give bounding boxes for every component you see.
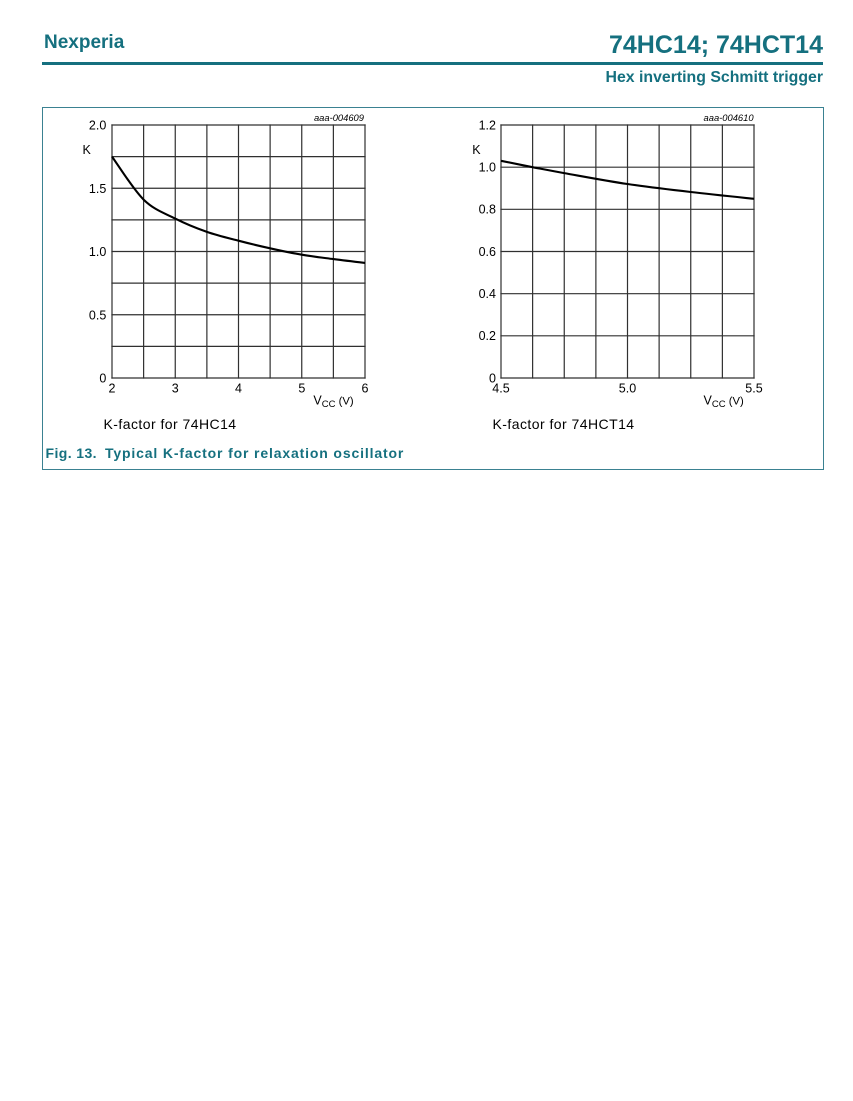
svg-text:1.0: 1.0	[479, 161, 496, 175]
svg-text:0.2: 0.2	[479, 329, 496, 343]
svg-text:0.5: 0.5	[89, 308, 106, 322]
svg-text:VCC (V): VCC (V)	[313, 394, 354, 411]
svg-text:3: 3	[172, 382, 179, 396]
svg-text:K: K	[83, 143, 92, 157]
svg-text:VCC (V): VCC (V)	[704, 394, 745, 411]
svg-text:2: 2	[109, 382, 116, 396]
svg-text:0: 0	[99, 372, 106, 386]
svg-text:4.5: 4.5	[492, 382, 509, 396]
svg-text:2.0: 2.0	[89, 119, 106, 133]
svg-text:0.6: 0.6	[479, 245, 496, 259]
svg-text:0: 0	[489, 371, 496, 385]
svg-text:0.4: 0.4	[479, 287, 496, 301]
svg-text:aaa-004610: aaa-004610	[704, 112, 755, 123]
svg-text:5.5: 5.5	[745, 382, 762, 396]
svg-text:K: K	[472, 143, 481, 157]
svg-text:0.8: 0.8	[479, 203, 496, 217]
svg-text:6: 6	[362, 382, 369, 396]
svg-text:5: 5	[298, 382, 305, 396]
svg-text:4: 4	[235, 382, 242, 396]
svg-text:5.0: 5.0	[619, 382, 636, 396]
svg-text:aaa-004609: aaa-004609	[314, 112, 365, 123]
svg-text:1.5: 1.5	[89, 182, 106, 196]
svg-text:1.2: 1.2	[479, 118, 496, 132]
svg-text:1.0: 1.0	[89, 245, 106, 259]
